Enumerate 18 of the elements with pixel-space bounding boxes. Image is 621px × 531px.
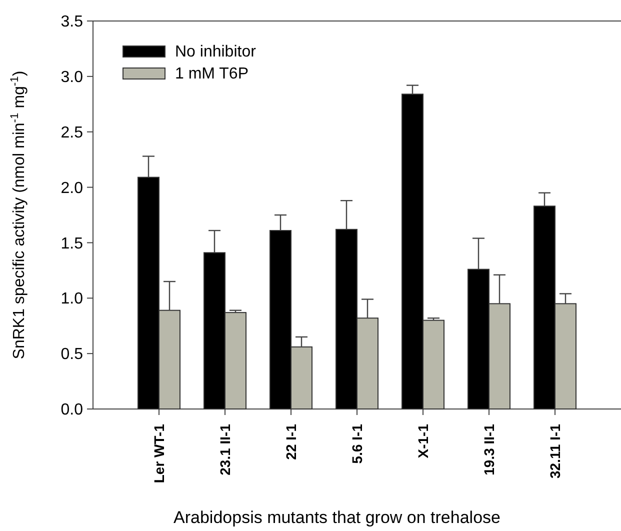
y-tick-label: 0.5 — [60, 346, 84, 364]
legend-label: No inhibitor — [175, 44, 257, 61]
x-tick-label: 5.6 I-1 — [348, 424, 365, 464]
y-tick-label: 0.0 — [60, 402, 84, 419]
x-tick-label: 23.1 II-1 — [216, 424, 233, 476]
x-tick-label: Ler WT-1 — [150, 424, 167, 484]
x-axis-title: Arabidopsis mutants that grow on trehalose — [174, 508, 500, 527]
y-tick-label: 1.5 — [60, 235, 84, 252]
y-tick-label: 1.0 — [60, 290, 84, 308]
y-tick-label: 3.5 — [60, 14, 84, 31]
x-tick-label: 19.3 II-1 — [480, 424, 497, 476]
legend-label: 1 mM T6P — [175, 66, 248, 83]
y-tick-label: 2.5 — [60, 124, 84, 142]
x-tick-label: 22 I-1 — [282, 424, 299, 460]
y-tick-label: 3.0 — [60, 69, 84, 86]
y-tick-label: 2.0 — [60, 180, 84, 197]
x-tick-label: X-1-1 — [414, 424, 431, 458]
x-tick-label: 32.11 I-1 — [546, 424, 563, 478]
